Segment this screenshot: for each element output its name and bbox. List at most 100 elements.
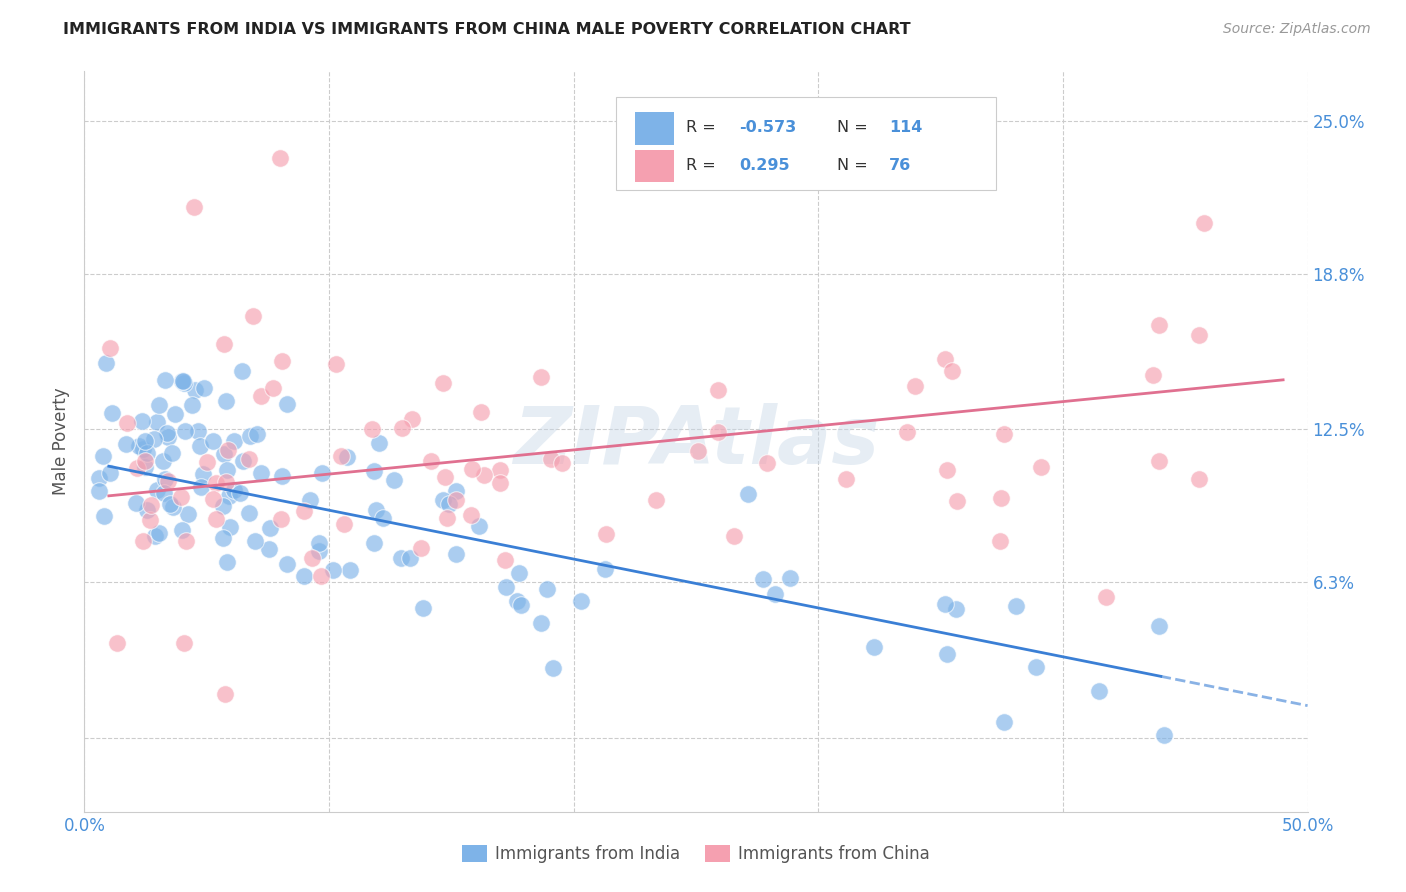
Point xyxy=(191,467,214,481)
Point xyxy=(779,571,801,585)
Point xyxy=(763,587,786,601)
Point xyxy=(363,464,385,478)
Point xyxy=(217,442,239,457)
Point xyxy=(212,446,235,460)
Point xyxy=(941,364,963,378)
Point xyxy=(153,373,176,387)
Text: 76: 76 xyxy=(889,158,911,173)
Point xyxy=(174,534,197,549)
Point xyxy=(510,599,533,613)
Point xyxy=(100,341,122,355)
Point xyxy=(508,566,530,580)
Point xyxy=(243,534,266,549)
Point xyxy=(363,535,385,549)
Point xyxy=(329,449,352,463)
Point xyxy=(202,434,225,448)
Point xyxy=(222,483,245,498)
Point xyxy=(1025,660,1047,674)
Point xyxy=(98,466,121,480)
Text: ZIPAtlas: ZIPAtlas xyxy=(513,402,879,481)
Point xyxy=(128,439,150,453)
Point xyxy=(904,379,927,393)
Point xyxy=(239,428,262,442)
Text: 0.295: 0.295 xyxy=(738,158,789,173)
Point xyxy=(593,561,616,575)
Point xyxy=(257,541,280,556)
Point xyxy=(935,647,957,661)
Point xyxy=(946,494,969,508)
Point xyxy=(139,513,162,527)
FancyBboxPatch shape xyxy=(636,112,673,145)
Point xyxy=(93,509,115,524)
Point xyxy=(125,496,148,510)
Point xyxy=(135,446,157,460)
Point xyxy=(271,353,294,368)
Point xyxy=(325,357,347,371)
Point xyxy=(432,376,454,390)
Point xyxy=(270,512,292,526)
Point xyxy=(183,200,205,214)
Point xyxy=(945,602,967,616)
Point xyxy=(190,480,212,494)
FancyBboxPatch shape xyxy=(636,150,673,182)
Point xyxy=(143,529,166,543)
Point xyxy=(184,383,207,397)
Point xyxy=(460,461,482,475)
Point xyxy=(224,434,246,448)
Point xyxy=(173,425,195,439)
Point xyxy=(132,534,155,549)
Point xyxy=(250,389,273,403)
Point xyxy=(162,500,184,514)
Point xyxy=(217,555,239,569)
Text: N =: N = xyxy=(837,120,873,136)
Point xyxy=(896,425,918,439)
Point xyxy=(195,455,218,469)
Point xyxy=(470,405,492,419)
Point xyxy=(218,489,240,503)
Point xyxy=(432,492,454,507)
Text: 114: 114 xyxy=(889,120,922,136)
Point xyxy=(494,553,516,567)
Point xyxy=(262,381,284,395)
Point xyxy=(299,492,322,507)
Point xyxy=(145,415,167,429)
Point xyxy=(141,498,163,512)
Point xyxy=(134,453,156,467)
Point xyxy=(276,396,298,410)
Point xyxy=(308,544,330,558)
Point xyxy=(246,426,269,441)
Point xyxy=(165,407,187,421)
Point xyxy=(751,572,773,586)
Point xyxy=(541,661,564,675)
Point xyxy=(569,593,592,607)
Point xyxy=(460,508,482,522)
Point xyxy=(169,491,191,505)
Point xyxy=(242,309,264,323)
Point xyxy=(1192,216,1215,230)
Y-axis label: Male Poverty: Male Poverty xyxy=(52,388,70,495)
Text: Source: ZipAtlas.com: Source: ZipAtlas.com xyxy=(1223,22,1371,37)
Legend: Immigrants from India, Immigrants from China: Immigrants from India, Immigrants from C… xyxy=(456,838,936,870)
Point xyxy=(322,563,344,577)
Point xyxy=(401,412,423,426)
Point xyxy=(212,531,235,545)
Text: R =: R = xyxy=(686,120,721,136)
Point xyxy=(336,450,359,464)
Point xyxy=(935,462,957,476)
Point xyxy=(934,597,956,611)
Point xyxy=(232,453,254,467)
Point xyxy=(530,616,553,631)
Point xyxy=(472,467,495,482)
Point xyxy=(993,714,1015,729)
Point xyxy=(259,521,281,535)
Point xyxy=(229,486,252,500)
Point xyxy=(153,486,176,500)
Point xyxy=(1142,368,1164,383)
Text: -0.573: -0.573 xyxy=(738,120,796,136)
Point xyxy=(382,473,405,487)
Point xyxy=(132,442,155,457)
Point xyxy=(131,414,153,428)
Point xyxy=(231,364,253,378)
Point xyxy=(190,440,212,454)
Point xyxy=(412,601,434,615)
